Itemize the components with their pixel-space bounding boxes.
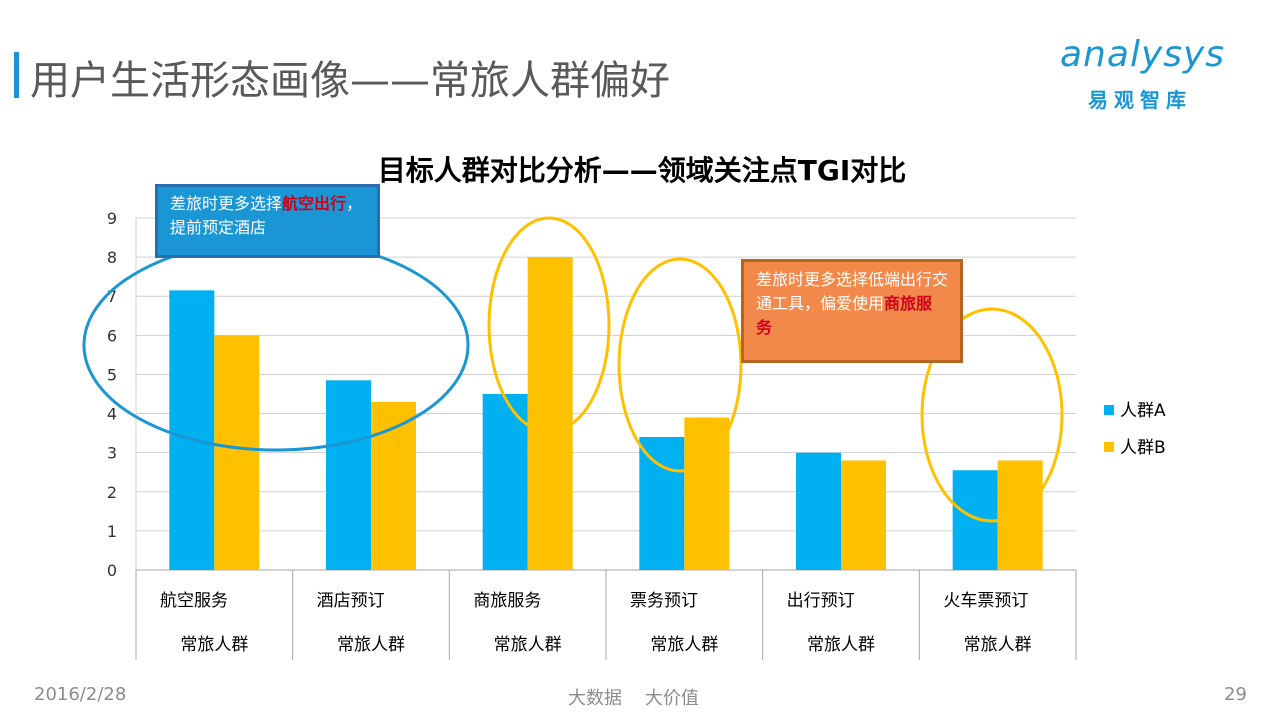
- bar-a-4: [796, 452, 841, 570]
- bar-a-2: [482, 394, 528, 570]
- y-tick-label: 6: [107, 326, 117, 345]
- bar-b-1: [371, 401, 416, 570]
- y-tick-label: 5: [107, 365, 117, 384]
- footer-date: 2016/2/28: [34, 684, 127, 705]
- category-label: 出行预订: [787, 591, 855, 611]
- legend-swatch-b: [1104, 442, 1114, 452]
- category-group-label: 常旅人群: [650, 635, 718, 655]
- annotation-a-text: 差旅时更多选择: [170, 194, 283, 213]
- category-group-label: 常旅人群: [964, 635, 1032, 655]
- category-label: 商旅服务: [473, 591, 541, 611]
- y-tick-label: 2: [107, 483, 117, 502]
- highlight-ellipse-train: [920, 307, 1064, 523]
- y-tick-label: 1: [107, 522, 117, 541]
- annotation-business-travel: 差旅时更多选择低端出行交通工具，偏爱使用商旅服务: [741, 259, 963, 363]
- annotation-b-highlight: 商旅服务: [756, 294, 933, 337]
- highlight-ellipse-ticket: [617, 257, 743, 473]
- category-label: 酒店预订: [317, 591, 385, 611]
- highlight-ellipse-air-hotel: [82, 238, 470, 452]
- bar-b-0: [214, 335, 260, 570]
- annotation-b-text: 差旅时更多选择低端出行交通工具，偏爱使用: [756, 270, 949, 313]
- category-group-label: 常旅人群: [807, 635, 875, 655]
- bar-a-0: [169, 290, 215, 570]
- legend-swatch-a: [1104, 405, 1114, 415]
- footer-slogan: 大数据 大价值: [568, 688, 699, 709]
- analysys-logo: analysys 易观智库: [1060, 34, 1250, 114]
- title-accent-bar: [14, 52, 19, 98]
- y-tick-label: 8: [107, 248, 117, 267]
- category-group-label: 常旅人群: [494, 635, 562, 655]
- logo-wordmark: analysys: [1060, 34, 1226, 75]
- category-label: 火车票预订: [943, 591, 1028, 611]
- y-tick-label: 0: [107, 561, 117, 580]
- bar-a-1: [326, 380, 371, 570]
- y-tick-label: 3: [107, 444, 117, 463]
- annotation-air-travel: 差旅时更多选择航空出行，提前预定酒店: [155, 184, 380, 258]
- slide-title: 用户生活形态画像——常旅人群偏好: [30, 58, 670, 104]
- legend-label-b: 人群B: [1120, 438, 1166, 458]
- category-label: 航空服务: [160, 591, 228, 611]
- y-tick-label: 9: [107, 209, 117, 228]
- bar-b-2: [527, 257, 573, 570]
- chart-title: 目标人群对比分析——领域关注点TGI对比: [378, 154, 907, 187]
- bar-b-5: [997, 460, 1043, 570]
- page-number: 29: [1224, 684, 1247, 705]
- annotation-a-text-2: ，提前预定酒店: [170, 194, 363, 237]
- logo-subtitle: 易观智库: [1088, 88, 1192, 112]
- annotation-a-highlight: 航空出行: [282, 194, 347, 213]
- y-tick-label: 4: [107, 405, 117, 424]
- y-tick-label: 7: [107, 287, 117, 306]
- highlight-ellipse-business: [487, 216, 611, 434]
- bar-a-3: [639, 437, 685, 570]
- bar-b-4: [841, 460, 886, 570]
- category-group-label: 常旅人群: [180, 635, 248, 655]
- category-group-label: 常旅人群: [337, 635, 405, 655]
- category-label: 票务预订: [630, 591, 698, 611]
- legend-label-a: 人群A: [1120, 401, 1166, 421]
